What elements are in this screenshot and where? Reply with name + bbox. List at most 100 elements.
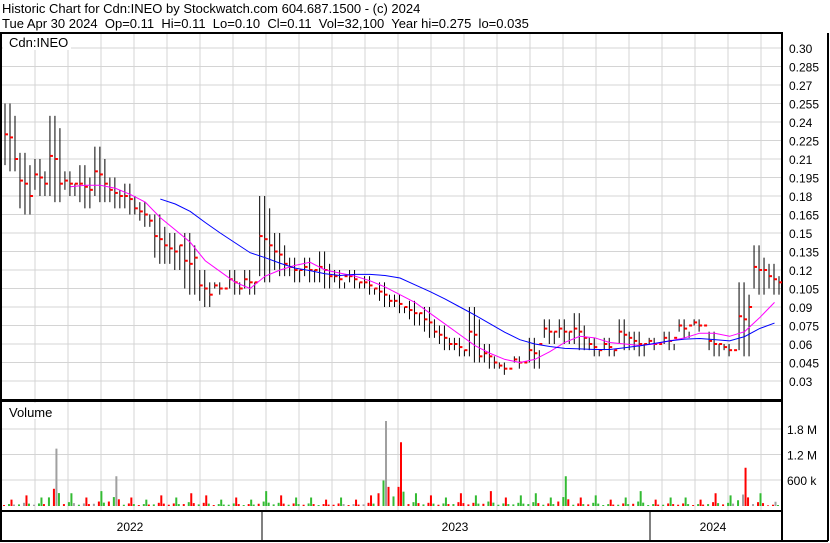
- volume-bar: [697, 504, 700, 506]
- volume-bar: [25, 495, 28, 506]
- volume-bar: [382, 480, 385, 506]
- volume-bar: [232, 503, 235, 506]
- price-tick-label: 0.165: [789, 209, 819, 223]
- volume-bar: [17, 504, 20, 506]
- volume-bar: [177, 504, 180, 506]
- volume-bar: [22, 502, 25, 506]
- volume-bar: [737, 500, 740, 506]
- volume-bar: [40, 497, 43, 506]
- volume-bar: [205, 495, 208, 506]
- volume-bar: [534, 493, 537, 506]
- volume-bar: [627, 504, 630, 506]
- volume-tick-label: 600 k: [787, 474, 817, 488]
- volume-bar: [217, 504, 220, 506]
- price-tick-label: 0.21: [789, 153, 813, 167]
- volume-bar: [677, 504, 680, 506]
- volume-bar: [482, 503, 485, 506]
- volume-bar: [355, 499, 358, 506]
- volume-bar: [662, 504, 665, 506]
- volume-bar: [317, 505, 320, 506]
- volume-bar: [252, 504, 255, 506]
- price-tick-label: 0.075: [789, 320, 819, 334]
- volume-bar: [562, 497, 565, 506]
- volume-bar: [474, 495, 477, 506]
- volume-bar: [242, 505, 245, 506]
- volume-bar: [32, 504, 35, 506]
- volume-bar: [727, 502, 730, 506]
- volume-bar: [654, 499, 657, 506]
- volume-bar: [37, 503, 40, 506]
- volume-bar: [257, 503, 260, 506]
- volume-bar: [272, 504, 275, 506]
- price-tick-label: 0.045: [789, 357, 819, 371]
- volume-bar: [3, 505, 5, 506]
- volume-bar: [712, 502, 715, 506]
- volume-bar: [427, 502, 430, 506]
- volume-bar: [82, 503, 85, 506]
- volume-bar: [97, 501, 100, 506]
- volume-bar: [310, 497, 313, 506]
- volume-bar: [220, 499, 223, 506]
- volume-bar: [340, 497, 343, 506]
- volume-bar: [302, 504, 305, 506]
- volume-bar: [642, 502, 645, 506]
- volume-bar: [372, 503, 375, 506]
- volume-bar: [762, 503, 765, 506]
- volume-bar: [687, 504, 690, 506]
- volume-bar: [57, 493, 60, 506]
- volume-bar: [160, 495, 163, 506]
- volume-bar: [442, 503, 445, 506]
- volume-bar: [227, 504, 230, 506]
- volume-bar: [657, 504, 660, 506]
- volume-bar: [527, 504, 530, 506]
- volume-bar: [702, 504, 705, 506]
- volume-tick-label: 1.8 M: [787, 423, 817, 437]
- volume-bar: [85, 497, 88, 506]
- volume-panel-frame: [0, 400, 783, 512]
- year-label: 2023: [442, 520, 469, 534]
- volume-bar: [287, 504, 290, 506]
- volume-bar: [262, 501, 265, 506]
- volume-bar: [282, 503, 285, 506]
- volume-bar: [137, 505, 140, 506]
- volume-bar: [607, 504, 610, 506]
- volume-bar: [342, 504, 345, 506]
- volume-bar: [235, 497, 238, 506]
- volume-bar: [684, 497, 687, 506]
- volume-bar: [167, 504, 170, 506]
- volume-bar: [612, 504, 615, 506]
- volume-bar: [492, 502, 495, 506]
- volume-bar: [714, 493, 717, 506]
- volume-bar: [70, 493, 73, 506]
- volume-bar: [387, 486, 390, 506]
- volume-bar: [7, 504, 10, 506]
- volume-bar: [67, 502, 70, 506]
- volume-bar: [385, 421, 388, 506]
- volume-bar: [352, 504, 355, 506]
- volume-bar: [647, 505, 650, 506]
- volume-bar: [190, 493, 193, 506]
- volume-bar: [422, 504, 425, 506]
- volume-bar: [325, 499, 328, 506]
- volume-bar: [197, 504, 200, 506]
- volume-bar: [767, 505, 770, 506]
- volume-bar: [362, 504, 365, 506]
- volume-bar: [519, 495, 522, 506]
- volume-bar: [692, 505, 695, 506]
- volume-bar: [162, 503, 165, 506]
- volume-bar: [414, 493, 417, 506]
- volume-bar: [157, 502, 160, 506]
- volume-bar: [542, 504, 545, 506]
- volume-bar: [582, 504, 585, 506]
- volume-bar: [312, 504, 315, 506]
- chart-header-quote: Tue Apr 30 2024 Op=0.11 Hi=0.11 Lo=0.10 …: [2, 16, 529, 31]
- volume-bar: [717, 503, 720, 506]
- volume-bar: [327, 504, 330, 506]
- volume-bar: [27, 503, 30, 506]
- volume-bar: [602, 505, 605, 506]
- price-panel-frame: [0, 32, 783, 401]
- year-label: 2024: [700, 520, 727, 534]
- volume-bar: [617, 504, 620, 506]
